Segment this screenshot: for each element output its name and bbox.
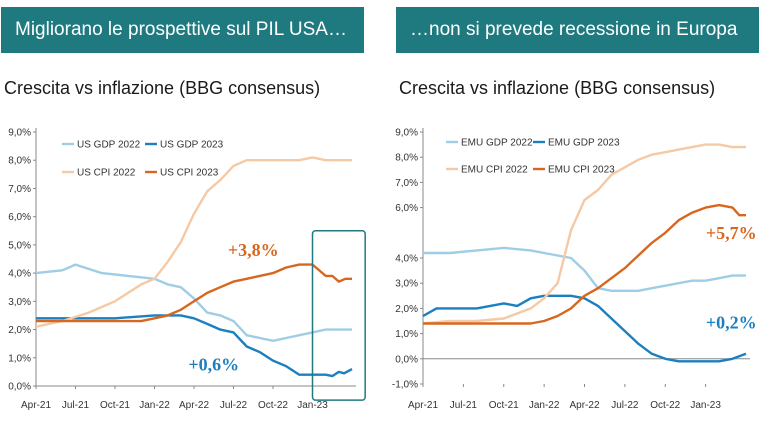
emu-y-tick-label: -1,0% bbox=[392, 380, 418, 391]
emu-annotation: +5,7% bbox=[706, 223, 757, 243]
us-annotation: +3,8% bbox=[228, 240, 279, 260]
emu-x-tick-label: Jul-21 bbox=[450, 400, 478, 411]
emu-series-line-emu-cpi-2022 bbox=[422, 143, 746, 325]
emu-series-line-emu-gdp-2022 bbox=[423, 246, 746, 293]
us-y-tick-label: 0,0% bbox=[8, 382, 31, 393]
us-x-tick-label: Apr-21 bbox=[21, 400, 51, 411]
us-y-tick-label: 4,0% bbox=[8, 269, 31, 280]
emu-x-tick-label: Oct-21 bbox=[489, 400, 519, 411]
us-legend-label: US GDP 2022 bbox=[77, 140, 141, 151]
emu-y-tick-label: 8,0% bbox=[395, 153, 418, 164]
emu-legend-label: EMU GDP 2022 bbox=[461, 138, 533, 149]
us-x-tick-label: Oct-22 bbox=[258, 400, 288, 411]
us-series-line-us-gdp-2023 bbox=[36, 314, 353, 378]
emu-legend-label: EMU CPI 2023 bbox=[548, 165, 615, 176]
emu-x-tick-label: Oct-22 bbox=[650, 400, 680, 411]
emu-y-tick-label: 1,0% bbox=[395, 329, 418, 340]
us-y-tick-label: 6,0% bbox=[8, 212, 31, 223]
emu-x-tick-label: Jul-22 bbox=[611, 400, 639, 411]
emu-growth-inflation-chart: -1,0% 0,0% 1,0% 2,0% 3,0% 4,0% 6,0% 7,0% 8,0% 9,0… bbox=[392, 128, 757, 412]
emu-x-tick-label: Jan-22 bbox=[529, 400, 560, 411]
right-banner: …non si prevede recessione in Europa bbox=[396, 7, 759, 53]
us-series-line-us-cpi-2023 bbox=[36, 263, 352, 323]
us-y-tick-label: 8,0% bbox=[8, 156, 31, 167]
emu-annotation: +0,2% bbox=[706, 313, 757, 333]
emu-y-tick-label: 0,0% bbox=[395, 354, 418, 365]
us-growth-inflation-chart: 0,0% 1,0% 2,0% 3,0% 4,0% 5,0% 6,0% 7,0% 8,0% 9,0%… bbox=[8, 128, 366, 411]
emu-legend-label: EMU GDP 2023 bbox=[548, 138, 620, 149]
us-x-tick-label: Jul-21 bbox=[62, 400, 90, 411]
emu-series-line-emu-cpi-2023 bbox=[423, 203, 746, 325]
right-chart-title: Crescita vs inflazione (BBG consensus) bbox=[399, 78, 716, 98]
emu-y-tick-label: 3,0% bbox=[395, 279, 418, 290]
us-x-tick-label: Jul-22 bbox=[220, 400, 248, 411]
emu-y-tick-label: 9,0% bbox=[395, 128, 418, 139]
us-y-tick-label: 2,0% bbox=[8, 325, 31, 336]
us-y-tick-label: 1,0% bbox=[8, 353, 31, 364]
emu-x-tick-label: Apr-21 bbox=[408, 400, 438, 411]
us-y-tick-label: 3,0% bbox=[8, 297, 31, 308]
us-x-tick-label: Jan-22 bbox=[139, 400, 170, 411]
emu-y-tick-label: 6,0% bbox=[395, 203, 418, 214]
us-series-line-us-cpi-2022 bbox=[35, 156, 352, 328]
emu-y-tick-label: 4,0% bbox=[395, 254, 418, 265]
emu-y-tick-label: 2,0% bbox=[395, 304, 418, 315]
emu-x-tick-label: Apr-22 bbox=[569, 400, 599, 411]
us-series-line-us-gdp-2022 bbox=[35, 263, 352, 343]
us-y-tick-label: 7,0% bbox=[8, 184, 31, 195]
us-y-tick-label: 5,0% bbox=[8, 240, 31, 251]
us-annotation: +0,6% bbox=[188, 354, 239, 374]
us-legend-label: US CPI 2022 bbox=[77, 168, 136, 179]
us-highlight-box bbox=[311, 230, 366, 401]
us-legend-label: US CPI 2023 bbox=[160, 168, 219, 179]
left-chart-title: Crescita vs inflazione (BBG consensus) bbox=[4, 78, 321, 98]
emu-series-line-emu-gdp-2023 bbox=[422, 294, 747, 363]
us-x-tick-label: Apr-22 bbox=[179, 400, 209, 411]
us-x-tick-label: Oct-21 bbox=[100, 400, 130, 411]
us-x-tick-label: Jan-23 bbox=[297, 400, 328, 411]
left-banner: Migliorano le prospettive sul PIL USA… bbox=[1, 7, 364, 53]
emu-legend-label: EMU CPI 2022 bbox=[461, 165, 528, 176]
us-y-tick-label: 9,0% bbox=[8, 128, 31, 139]
us-legend-label: US GDP 2023 bbox=[160, 140, 224, 151]
emu-y-tick-label: 7,0% bbox=[395, 178, 418, 189]
emu-x-tick-label: Jan-23 bbox=[690, 400, 721, 411]
